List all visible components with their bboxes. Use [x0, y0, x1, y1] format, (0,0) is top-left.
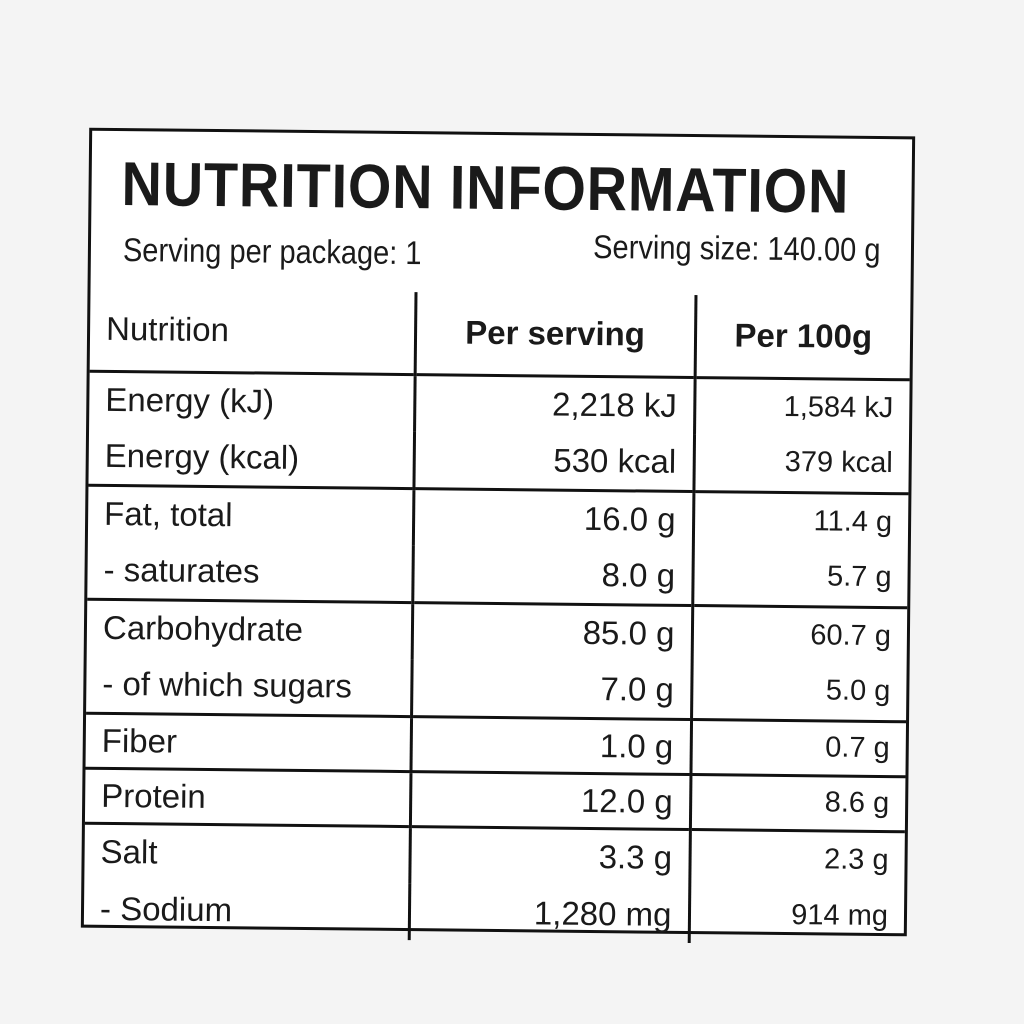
nutrient-value: 1,584 kJ [694, 377, 910, 437]
column-header: Per serving [414, 292, 696, 378]
nutrition-label: NUTRITION INFORMATION Serving per packag… [80, 127, 916, 946]
serving-per-package: Serving per package: 1 [122, 231, 422, 272]
nutrient-row: Fat, total 16.0 g 11.4 g [87, 484, 909, 551]
nutrient-name: Energy (kJ) [89, 370, 415, 432]
nutrient-value: 530 kcal [413, 431, 695, 492]
nutrient-value: 1.0 g [410, 716, 692, 775]
nutrient-row: - Sodium 1,280 mg 914 mg [83, 879, 905, 946]
nutrient-value: 60.7 g [691, 605, 908, 665]
nutrient-row: - saturates 8.0 g 5.7 g [87, 541, 908, 608]
nutrient-name: Fat, total [87, 484, 414, 546]
column-header: Per 100g [694, 295, 911, 380]
nutrient-name: - saturates [87, 541, 413, 603]
nutrient-value: 5.0 g [691, 662, 907, 722]
nutrient-row: Salt 3.3 g 2.3 g [84, 822, 905, 889]
nutrient-value: 16.0 g [412, 488, 694, 549]
nutrient-value: 85.0 g [411, 602, 693, 663]
nutrient-value: 8.6 g [689, 774, 906, 832]
header-row: Nutrition Per serving Per 100g [89, 288, 911, 380]
nutrient-group: Protein 12.0 g 8.6 g [84, 767, 906, 832]
nutrient-value: 3.3 g [409, 826, 690, 887]
nutrient-group: Salt 3.3 g 2.3 g- Sodium 1,280 mg 914 mg [83, 822, 905, 946]
column-header: Nutrition [89, 288, 416, 375]
nutrient-value: 0.7 g [690, 719, 907, 777]
nutrient-name: Carbohydrate [86, 598, 413, 660]
nutrient-name: Protein [84, 767, 411, 827]
nutrient-value: 5.7 g [692, 548, 908, 608]
nutrient-group: Fat, total 16.0 g 11.4 g- saturates 8.0 g 5.… [87, 484, 909, 608]
nutrient-value: 1,280 mg [408, 883, 690, 944]
nutrition-table: Nutrition Per serving Per 100g Energy (kJ)… [83, 288, 911, 946]
nutrient-name: Salt [84, 822, 410, 884]
serving-size: Serving size: 140.00 g [593, 227, 882, 268]
nutrient-group: Carbohydrate 85.0 g 60.7 g- of which sugar… [86, 598, 908, 722]
nutrient-name: - of which sugars [86, 655, 412, 717]
nutrient-value: 2.3 g [689, 829, 905, 889]
nutrient-value: 914 mg [688, 886, 905, 946]
nutrient-value: 8.0 g [412, 545, 693, 606]
nutrient-value: 2,218 kJ [414, 374, 695, 435]
nutrient-name: - Sodium [83, 879, 410, 941]
nutrient-row: Carbohydrate 85.0 g 60.7 g [86, 598, 908, 665]
nutrient-row: Protein 12.0 g 8.6 g [84, 767, 906, 832]
nutrient-value: 12.0 g [409, 771, 691, 830]
nutrient-group: Energy (kJ) 2,218 kJ 1,584 kJ Energy (kcal)… [88, 370, 910, 494]
nutrient-row: Energy (kcal) 530 kcal 379 kcal [88, 427, 910, 494]
nutrient-row: - of which sugars 7.0 g 5.0 g [86, 655, 907, 722]
nutrient-group: Fiber 1.0 g 0.7 g [85, 712, 907, 777]
nutrient-row: Energy (kJ) 2,218 kJ 1,584 kJ [89, 370, 910, 437]
title: NUTRITION INFORMATION [121, 150, 850, 227]
nutrient-value: 379 kcal [693, 434, 910, 494]
nutrient-value: 7.0 g [411, 659, 692, 720]
nutrient-value: 11.4 g [692, 491, 909, 551]
nutrient-name: Energy (kcal) [88, 427, 415, 489]
table-header: Nutrition Per serving Per 100g [89, 288, 911, 380]
nutrient-name: Fiber [85, 712, 412, 772]
nutrient-row: Fiber 1.0 g 0.7 g [85, 712, 907, 777]
